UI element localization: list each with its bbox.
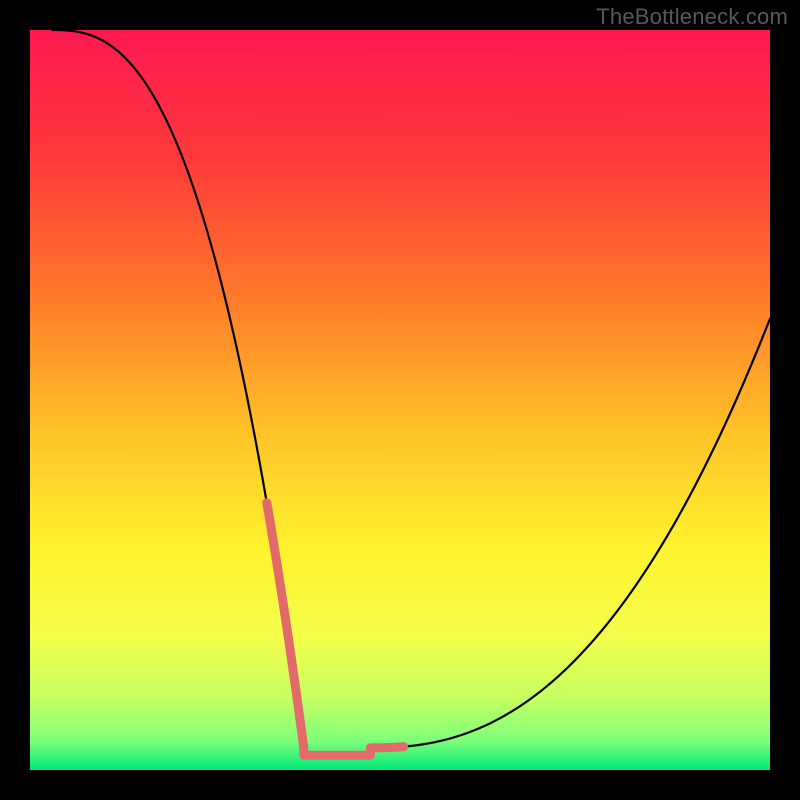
plot-svg [30, 30, 770, 770]
chart-stage: TheBottleneck.com [0, 0, 800, 800]
plot-area [30, 30, 770, 770]
watermark-text: TheBottleneck.com [596, 4, 788, 30]
gradient-background [30, 30, 770, 770]
